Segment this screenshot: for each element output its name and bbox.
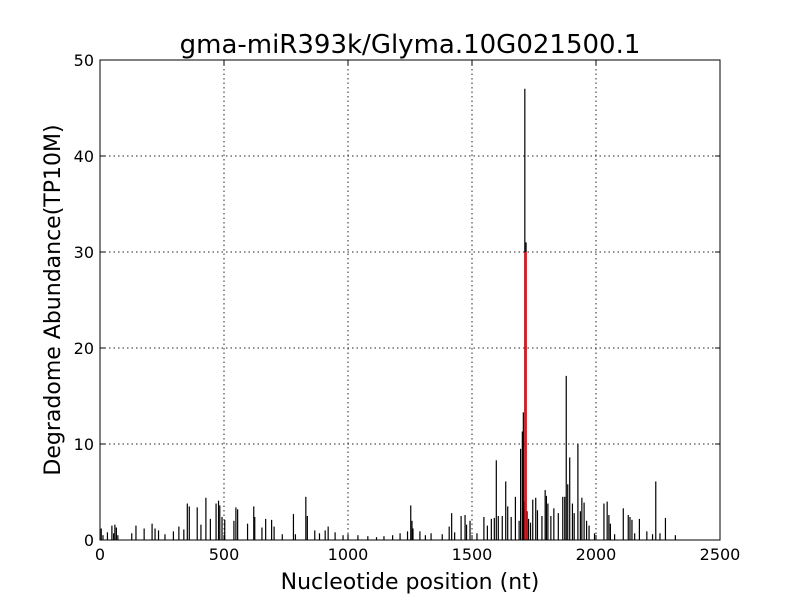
plot-frame — [99, 59, 721, 541]
y-tick-label: 0 — [84, 531, 94, 550]
chart-title: gma-miR393k/Glyma.10G021500.1 — [180, 30, 641, 60]
x-tick-label: 2500 — [700, 545, 741, 564]
grid-lines — [100, 60, 720, 540]
x-tick-label: 0 — [95, 545, 105, 564]
y-axis-label: Degradome Abundance(TP10M) — [41, 124, 66, 475]
x-tick-label: 500 — [209, 545, 240, 564]
x-tick-label: 1500 — [452, 545, 493, 564]
y-tick-label: 30 — [74, 243, 94, 262]
y-tick-label: 50 — [74, 51, 94, 70]
x-axis-label: Nucleotide position (nt) — [281, 570, 540, 595]
x-tick-label: 2000 — [576, 545, 617, 564]
y-tick-label: 40 — [74, 147, 94, 166]
axis-ticks: 0 500 1000 1500 2000 2500 0 10 20 30 40 50 — [74, 51, 741, 564]
x-tick-label: 1000 — [328, 545, 369, 564]
y-tick-label: 10 — [74, 435, 94, 454]
y-tick-label: 20 — [74, 339, 94, 358]
